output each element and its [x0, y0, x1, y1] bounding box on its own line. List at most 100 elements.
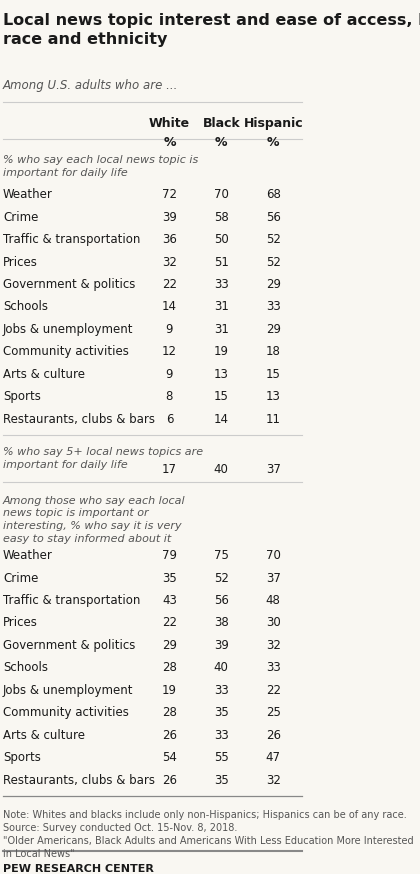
Text: 9: 9	[165, 323, 173, 336]
Text: %: %	[267, 136, 279, 149]
Text: 31: 31	[214, 301, 229, 314]
Text: 39: 39	[214, 639, 229, 652]
Text: 26: 26	[162, 729, 177, 742]
Text: 32: 32	[162, 255, 177, 268]
Text: 17: 17	[162, 462, 177, 475]
Text: Government & politics: Government & politics	[3, 278, 135, 291]
Text: 40: 40	[214, 662, 229, 675]
Text: 22: 22	[162, 278, 177, 291]
Text: 51: 51	[214, 255, 229, 268]
Text: 58: 58	[214, 211, 228, 224]
Text: 68: 68	[266, 188, 281, 201]
Text: Traffic & transportation: Traffic & transportation	[3, 594, 140, 607]
Text: Among U.S. adults who are ...: Among U.S. adults who are ...	[3, 80, 178, 93]
Text: 15: 15	[266, 368, 281, 381]
Text: 19: 19	[214, 345, 229, 358]
Text: Among those who say each local
news topic is important or
interesting, % who say: Among those who say each local news topi…	[3, 496, 186, 544]
Text: 37: 37	[266, 572, 281, 585]
Text: 52: 52	[214, 572, 229, 585]
Text: 13: 13	[266, 390, 281, 403]
Text: Schools: Schools	[3, 301, 48, 314]
Text: 33: 33	[214, 278, 228, 291]
Text: 29: 29	[266, 323, 281, 336]
Text: Sports: Sports	[3, 390, 41, 403]
Text: 47: 47	[266, 751, 281, 764]
Text: 18: 18	[266, 345, 281, 358]
Text: 75: 75	[214, 549, 229, 562]
Text: 26: 26	[266, 729, 281, 742]
Text: Sports: Sports	[3, 751, 41, 764]
Text: 39: 39	[162, 211, 177, 224]
Text: % who say each local news topic is
important for daily life: % who say each local news topic is impor…	[3, 156, 198, 178]
Text: 50: 50	[214, 233, 228, 246]
Text: 35: 35	[162, 572, 177, 585]
Text: 40: 40	[214, 462, 229, 475]
Text: 14: 14	[162, 301, 177, 314]
Text: Weather: Weather	[3, 188, 53, 201]
Text: Jobs & unemployment: Jobs & unemployment	[3, 683, 134, 697]
Text: 31: 31	[214, 323, 229, 336]
Text: Weather: Weather	[3, 549, 53, 562]
Text: 32: 32	[266, 773, 281, 787]
Text: 29: 29	[162, 639, 177, 652]
Text: 15: 15	[214, 390, 229, 403]
Text: % who say 5+ local news topics are
important for daily life: % who say 5+ local news topics are impor…	[3, 447, 203, 470]
Text: %: %	[163, 136, 176, 149]
Text: 33: 33	[214, 683, 228, 697]
Text: Community activities: Community activities	[3, 706, 129, 719]
Text: 13: 13	[214, 368, 229, 381]
Text: Arts & culture: Arts & culture	[3, 729, 85, 742]
Text: Black: Black	[202, 117, 240, 130]
Text: PEW RESEARCH CENTER: PEW RESEARCH CENTER	[3, 864, 154, 874]
Text: 43: 43	[162, 594, 177, 607]
Text: Note: Whites and blacks include only non-Hispanics; Hispanics can be of any race: Note: Whites and blacks include only non…	[3, 810, 414, 859]
Text: Local news topic interest and ease of access, by
race and ethnicity: Local news topic interest and ease of ac…	[3, 13, 420, 46]
Text: %: %	[215, 136, 228, 149]
Text: Crime: Crime	[3, 211, 38, 224]
Text: 19: 19	[162, 683, 177, 697]
Text: 33: 33	[266, 301, 281, 314]
Text: 38: 38	[214, 616, 228, 629]
Text: 55: 55	[214, 751, 228, 764]
Text: 28: 28	[162, 706, 177, 719]
Text: 54: 54	[162, 751, 177, 764]
Text: 70: 70	[266, 549, 281, 562]
Text: 35: 35	[214, 773, 228, 787]
Text: 29: 29	[266, 278, 281, 291]
Text: 52: 52	[266, 255, 281, 268]
Text: Hispanic: Hispanic	[243, 117, 303, 130]
Text: 22: 22	[266, 683, 281, 697]
Text: 30: 30	[266, 616, 281, 629]
Text: White: White	[149, 117, 190, 130]
Text: 33: 33	[214, 729, 228, 742]
Text: Government & politics: Government & politics	[3, 639, 135, 652]
Text: 36: 36	[162, 233, 177, 246]
Text: 56: 56	[214, 594, 229, 607]
Text: 6: 6	[165, 413, 173, 426]
Text: 33: 33	[266, 662, 281, 675]
Text: Restaurants, clubs & bars: Restaurants, clubs & bars	[3, 413, 155, 426]
Text: Traffic & transportation: Traffic & transportation	[3, 233, 140, 246]
Text: 32: 32	[266, 639, 281, 652]
Text: 28: 28	[162, 662, 177, 675]
Text: 8: 8	[166, 390, 173, 403]
Text: 22: 22	[162, 616, 177, 629]
Text: 12: 12	[162, 345, 177, 358]
Text: 11: 11	[266, 413, 281, 426]
Text: 14: 14	[214, 413, 229, 426]
Text: 37: 37	[266, 462, 281, 475]
Text: Arts & culture: Arts & culture	[3, 368, 85, 381]
Text: 79: 79	[162, 549, 177, 562]
Text: Prices: Prices	[3, 255, 38, 268]
Text: 9: 9	[165, 368, 173, 381]
Text: Schools: Schools	[3, 662, 48, 675]
Text: Restaurants, clubs & bars: Restaurants, clubs & bars	[3, 773, 155, 787]
Text: Prices: Prices	[3, 616, 38, 629]
Text: 72: 72	[162, 188, 177, 201]
Text: 26: 26	[162, 773, 177, 787]
Text: Crime: Crime	[3, 572, 38, 585]
Text: 52: 52	[266, 233, 281, 246]
Text: Jobs & unemployment: Jobs & unemployment	[3, 323, 134, 336]
Text: 25: 25	[266, 706, 281, 719]
Text: 56: 56	[266, 211, 281, 224]
